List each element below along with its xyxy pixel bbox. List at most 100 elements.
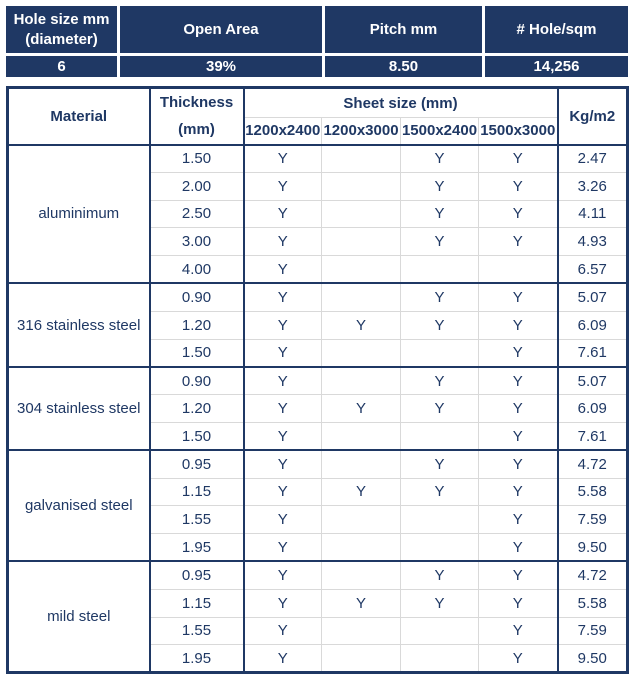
availability-cell: Y [243,533,322,562]
availability-cell [321,338,401,367]
kg-per-m2-cell: 4.93 [556,227,628,256]
availability-cell: Y [243,310,322,340]
thickness-cell: 1.55 [148,505,245,534]
availability-cell [400,616,479,645]
availability-cell [321,199,401,228]
holes-per-sqm-value: 14,256 [482,53,631,80]
table-row: 3.00 Y Y Y 4.93 [8,227,628,256]
table-row: 1.50 Y Y 7.61 [8,421,628,451]
availability-cell: Y [243,394,322,423]
availability-cell: Y [477,227,558,256]
thickness-cell: 2.50 [148,199,245,228]
availability-cell [321,561,401,590]
material-cell: 316 stainless steel [17,316,141,334]
kg-per-m2-cell: 3.26 [556,171,628,201]
kg-per-m2-cell: 6.09 [556,310,628,340]
availability-cell: Y [277,455,288,473]
summary-value-row: 6 39% 8.50 14,256 [3,53,631,80]
availability-cell [321,366,401,395]
kg-per-m2-cell: 4.11 [556,199,628,228]
table-row: 1.95 Y Y 9.50 [8,533,628,562]
sheet-size-option-2: 1200x3000 [321,117,401,145]
kg-per-m2-cell: 5.58 [556,588,628,618]
availability-cell: Y [400,450,479,479]
header-row-2: 1200x2400 1200x3000 1500x2400 1500x3000 [8,117,628,145]
availability-cell: Y [400,394,479,423]
availability-cell: Y [277,150,288,168]
thickness-cell: 3.00 [148,227,245,256]
availability-cell: Y [243,199,322,228]
availability-cell [321,505,401,534]
materials-table: Material Thickness (mm) Sheet size (mm) … [6,86,630,675]
thickness-cell: 1.15 [148,477,245,506]
availability-cell: Y [477,199,558,228]
availability-cell [321,255,401,284]
thickness-cell: 1.50 [148,421,245,451]
availability-cell [400,421,479,451]
material-group: aluminimum 1.50 Y Y Y 2.47 2.00 Y Y Y 3.26 2.50 Y Y Y 4… [7,144,628,284]
availability-cell: Y [477,450,558,479]
table-row: 1.20 Y Y Y Y 6.09 [8,394,628,423]
sheet-size-option-4: 1500x3000 [477,117,558,145]
availability-cell: Y [477,588,558,618]
thickness-cell: 1.15 [148,588,245,618]
availability-cell: Y [477,533,558,562]
availability-cell: Y [321,310,401,340]
material-cell: mild steel [47,608,111,626]
material-group: mild steel 0.95 Y Y Y 4.72 1.15 Y Y Y Y 5.58 1.55 Y Y 7… [7,561,628,673]
availability-cell: Y [243,644,322,673]
kg-per-m2-cell: 6.57 [556,255,628,284]
kg-per-m2-cell: 7.59 [556,616,628,645]
kg-per-m2-cell: 7.59 [556,505,628,534]
availability-cell [400,644,479,673]
material-group: 316 stainless steel 0.90 Y Y Y 5.07 1.20 Y Y Y Y 6.… [7,283,628,367]
summary-header-row: Hole size mm (diameter) Open Area Pitch … [3,3,631,56]
availability-cell: Y [400,588,479,618]
table-row: 316 stainless steel 0.90 Y Y Y 5.07 [8,283,628,334]
availability-cell: Y [277,567,288,585]
thickness-cell: 0.90 [148,366,245,395]
availability-cell: Y [477,366,558,395]
availability-cell [400,533,479,562]
availability-cell: Y [243,227,322,256]
availability-cell: Y [243,171,322,201]
kg-per-m2-cell: 5.07 [556,366,628,395]
thickness-cell: 1.20 [148,394,245,423]
hole-size-header: Hole size mm (diameter) [3,3,120,56]
kg-per-m2-cell: 9.50 [556,644,628,673]
availability-cell: Y [477,283,558,312]
thickness-cell: 1.95 [148,644,245,673]
availability-cell: Y [277,289,288,307]
table-row: 1.95 Y Y 9.50 [8,644,628,673]
availability-cell [477,255,558,284]
availability-cell: Y [321,394,401,423]
thickness-header-unit: (mm) [178,121,215,139]
hole-size-value: 6 [3,53,120,80]
materials-table-header: Material Thickness (mm) Sheet size (mm) … [8,87,628,145]
kg-per-m2-cell: 9.50 [556,533,628,562]
availability-cell [321,616,401,645]
availability-cell [400,338,479,367]
availability-cell: Y [400,171,479,201]
availability-cell [321,450,401,479]
thickness-header-label: Thickness [159,94,234,112]
availability-cell [321,421,401,451]
thickness-cell: 1.20 [148,310,245,340]
material-cell: 304 stainless steel [17,400,141,418]
availability-cell [321,227,401,256]
availability-cell: Y [321,477,401,506]
availability-cell: Y [477,144,558,173]
availability-cell: Y [477,338,558,367]
availability-cell: Y [400,199,479,228]
availability-cell: Y [477,394,558,423]
summary-table: Hole size mm (diameter) Open Area Pitch … [3,3,632,80]
availability-cell [321,644,401,673]
table-row: galvanised steel 0.95 Y Y Y 4.72 [8,450,628,514]
table-row: 1.50 Y Y 7.61 [8,338,628,367]
table-row: 1.20 Y Y Y Y 6.09 [8,310,628,340]
kg-per-m2-cell: 7.61 [556,421,628,451]
availability-cell: Y [400,310,479,340]
availability-cell: Y [477,171,558,201]
holes-per-sqm-header: # Hole/sqm [482,3,631,56]
availability-cell: Y [243,588,322,618]
